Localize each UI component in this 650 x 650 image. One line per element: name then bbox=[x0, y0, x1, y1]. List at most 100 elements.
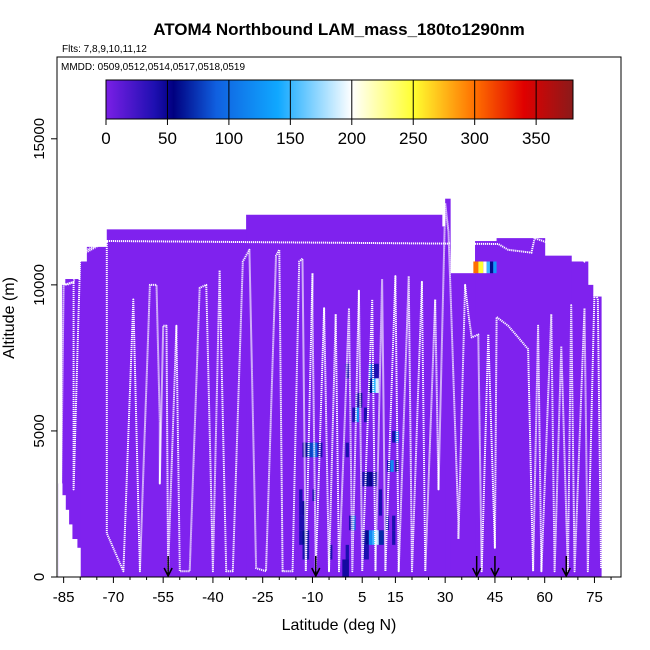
heatmap-cell bbox=[378, 489, 383, 502]
heatmap-cell bbox=[362, 471, 366, 487]
heatmap-cell bbox=[305, 530, 310, 545]
heatmap-cell bbox=[392, 530, 396, 545]
heatmap-cell bbox=[368, 378, 373, 393]
heatmap-cell bbox=[378, 501, 383, 516]
heatmap-cell bbox=[362, 530, 366, 545]
heatmap-cell bbox=[378, 530, 384, 545]
heatmap-cell bbox=[317, 442, 323, 458]
heatmap-cell bbox=[312, 489, 316, 502]
chart-title: ATOM4 Northbound LAM_mass_180to1290nm bbox=[153, 20, 525, 39]
y-tick-label: 10000 bbox=[31, 264, 48, 306]
heatmap-cell bbox=[375, 378, 379, 393]
y-tick-label: 15000 bbox=[31, 118, 48, 160]
heatmap-cell bbox=[489, 261, 494, 274]
heatmap-cell bbox=[299, 489, 303, 502]
flight-track-line bbox=[59, 202, 603, 573]
heatmap-cell bbox=[368, 530, 373, 545]
coverage-column bbox=[450, 273, 476, 577]
heatmap-cell bbox=[390, 460, 394, 472]
x-tick-label: 60 bbox=[536, 589, 553, 606]
heatmap-cell bbox=[345, 442, 349, 458]
colorbar-tick-label: 50 bbox=[158, 129, 177, 148]
heatmap-cell bbox=[348, 515, 353, 531]
heatmap-cell bbox=[473, 261, 479, 274]
coverage-column bbox=[441, 226, 446, 577]
arrow-marker-head bbox=[163, 567, 173, 578]
x-tick-label: -40 bbox=[202, 589, 224, 606]
colorbar-tick-label: 350 bbox=[522, 129, 550, 148]
heatmap-cell bbox=[363, 407, 368, 423]
heatmap-cell bbox=[395, 430, 399, 443]
coverage-column bbox=[80, 261, 88, 577]
heatmap-cell bbox=[299, 515, 306, 531]
heatmap-cell bbox=[363, 544, 369, 560]
flight-track bbox=[59, 202, 603, 573]
y-tick-label: 5000 bbox=[31, 414, 48, 447]
heatmap-cell bbox=[342, 559, 349, 577]
plot-frame bbox=[56, 56, 622, 578]
heatmap-cell bbox=[372, 530, 376, 545]
coverage-layer bbox=[58, 198, 602, 578]
x-tick-label: 5 bbox=[358, 589, 366, 606]
heatmap-cell bbox=[355, 407, 359, 423]
heatmap-cell bbox=[372, 378, 376, 393]
colorbar-tick-label: 250 bbox=[399, 129, 427, 148]
gap-cell bbox=[76, 547, 81, 577]
heatmap-cell bbox=[352, 407, 356, 423]
x-tick-label: -25 bbox=[252, 589, 274, 606]
arrow-markers bbox=[163, 556, 571, 578]
heatmap-cell bbox=[372, 471, 378, 487]
colorbar-gradient bbox=[105, 79, 574, 120]
flights-subtitle: Flts: 7,8,9,10,11,12 bbox=[62, 44, 147, 55]
colorbar: 0 50 100 150 200 250 300 350 bbox=[101, 79, 574, 148]
heatmap-cell bbox=[372, 363, 379, 379]
x-tick-label: -55 bbox=[152, 589, 174, 606]
colorbar-tick-label: 100 bbox=[215, 129, 243, 148]
arrow-marker-head bbox=[472, 567, 482, 578]
x-tick-label: 30 bbox=[437, 589, 454, 606]
coverage-column bbox=[496, 238, 546, 577]
colorbar-tick-label: 150 bbox=[276, 129, 304, 148]
heatmap-cell bbox=[345, 544, 349, 560]
heatmap-cell bbox=[365, 471, 369, 487]
heatmap-cell bbox=[302, 530, 306, 545]
heatmap-cell bbox=[478, 261, 484, 274]
y-axis-label: Altitude (m) bbox=[1, 277, 18, 359]
x-axis-label: Latitude (deg N) bbox=[282, 617, 397, 634]
x-tick-label: -85 bbox=[53, 589, 75, 606]
coverage-column bbox=[592, 296, 602, 577]
gap-layer bbox=[58, 483, 81, 577]
heatmap-cell bbox=[355, 392, 359, 408]
arrow-marker-head bbox=[561, 567, 571, 578]
gap-cell bbox=[71, 539, 78, 577]
coverage-column bbox=[61, 284, 66, 577]
dates-subtitle: MMDD: 0509,0512,0514,0517,0518,0519 bbox=[61, 62, 245, 73]
gap-cell bbox=[58, 483, 63, 577]
colorbar-tick-label: 300 bbox=[460, 129, 488, 148]
y-axis: 0 5000 10000 15000 bbox=[31, 118, 57, 581]
heatmap-cell bbox=[329, 544, 333, 560]
x-tick-label: 45 bbox=[487, 589, 504, 606]
heatmap-cell bbox=[368, 471, 373, 487]
colorbar-ticks: 0 50 100 150 200 250 300 350 bbox=[101, 80, 550, 148]
heatmap-cell bbox=[486, 261, 490, 274]
arrow-marker-head bbox=[311, 567, 321, 578]
x-tick-label: 15 bbox=[387, 589, 404, 606]
heatmap-cell bbox=[493, 261, 497, 274]
x-tick-label: -70 bbox=[103, 589, 125, 606]
x-tick-label: 75 bbox=[586, 589, 603, 606]
gap-cell bbox=[61, 495, 66, 577]
x-tick-label: -10 bbox=[302, 589, 324, 606]
coverage-column bbox=[86, 246, 108, 577]
gap-cell bbox=[68, 524, 73, 577]
flight-track-upper bbox=[59, 236, 592, 286]
plot-area bbox=[56, 56, 622, 578]
colorbar-tick-label: 0 bbox=[101, 129, 110, 148]
colorbar-tick-label: 200 bbox=[338, 129, 366, 148]
arrow-marker-head bbox=[490, 567, 500, 578]
heatmap-cell bbox=[299, 530, 303, 545]
heatmap-cell bbox=[392, 515, 396, 531]
gap-cell bbox=[65, 509, 70, 577]
heatmap-cell bbox=[483, 261, 487, 274]
